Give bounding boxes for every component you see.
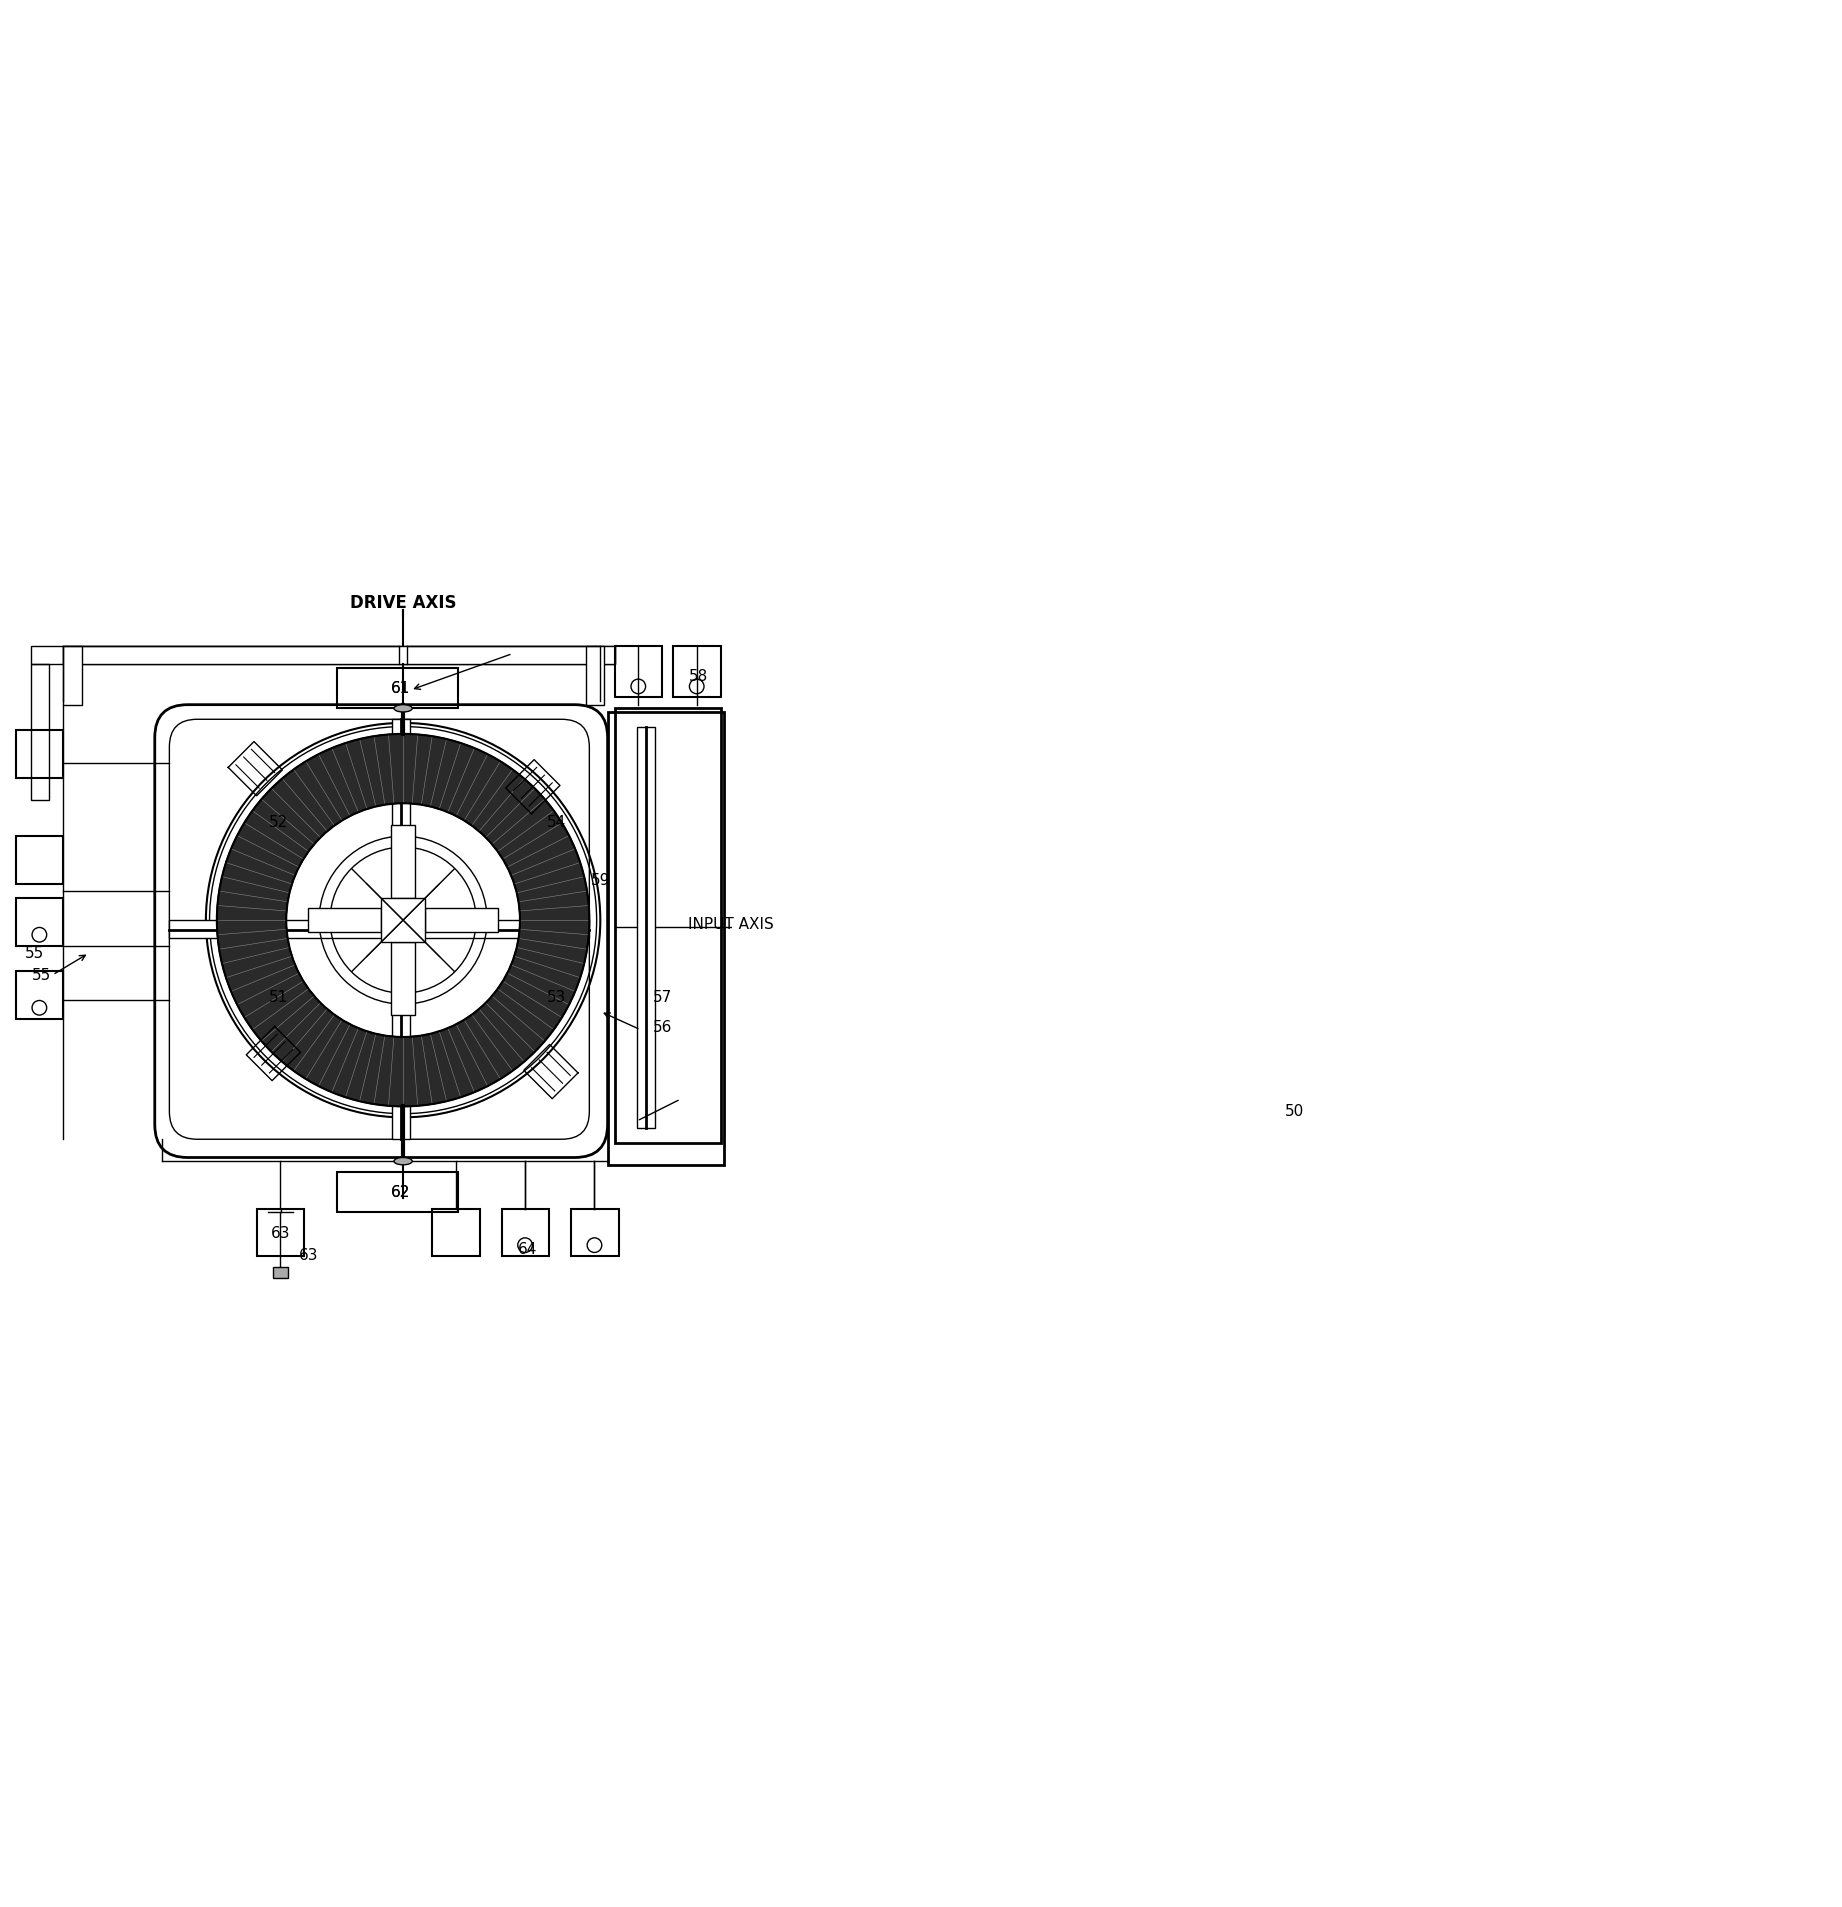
Bar	[571, 1209, 619, 1257]
Bar	[273, 1268, 287, 1278]
Bar	[426, 910, 497, 933]
Bar	[17, 973, 63, 1018]
Bar	[637, 727, 656, 1129]
Bar	[391, 942, 414, 1016]
Text: 55: 55	[24, 946, 44, 961]
Text: 56: 56	[652, 1018, 672, 1034]
Bar	[169, 921, 589, 938]
Bar	[17, 898, 63, 946]
Text: 63: 63	[271, 1224, 291, 1240]
Ellipse shape	[394, 1158, 413, 1165]
Bar	[586, 646, 604, 706]
Text: INPUT AXIS: INPUT AXIS	[687, 917, 774, 933]
Bar	[31, 666, 50, 801]
Bar	[258, 1209, 304, 1257]
Text: 62: 62	[391, 1184, 411, 1200]
Text: 51: 51	[269, 990, 289, 1005]
Bar	[17, 730, 63, 778]
Text: 53: 53	[547, 990, 565, 1005]
Text: 50: 50	[1284, 1102, 1304, 1118]
Ellipse shape	[394, 706, 413, 713]
Bar	[501, 1209, 549, 1257]
Bar	[391, 826, 414, 898]
Text: 62: 62	[391, 1184, 411, 1200]
Bar	[17, 837, 63, 885]
Bar	[392, 721, 411, 1140]
Text: 57: 57	[652, 990, 672, 1005]
Text: 61: 61	[391, 681, 411, 696]
Bar	[615, 709, 720, 1144]
Text: 59: 59	[591, 873, 610, 889]
Bar	[63, 646, 81, 706]
Bar	[31, 646, 615, 666]
Text: 64: 64	[518, 1241, 538, 1257]
Bar	[381, 898, 426, 942]
Text: 58: 58	[689, 669, 709, 683]
Bar	[615, 646, 663, 698]
Text: 61: 61	[391, 681, 411, 696]
Bar	[337, 1173, 459, 1213]
Text: 55: 55	[31, 969, 52, 982]
Text: 52: 52	[269, 814, 289, 830]
Bar	[608, 713, 724, 1165]
Text: 63: 63	[298, 1247, 319, 1262]
Text: 54: 54	[547, 814, 565, 830]
Bar	[433, 1209, 479, 1257]
Bar	[63, 646, 615, 666]
Bar	[337, 669, 459, 709]
Text: DRIVE AXIS: DRIVE AXIS	[350, 595, 457, 612]
Bar	[674, 646, 720, 698]
Bar	[308, 910, 381, 933]
